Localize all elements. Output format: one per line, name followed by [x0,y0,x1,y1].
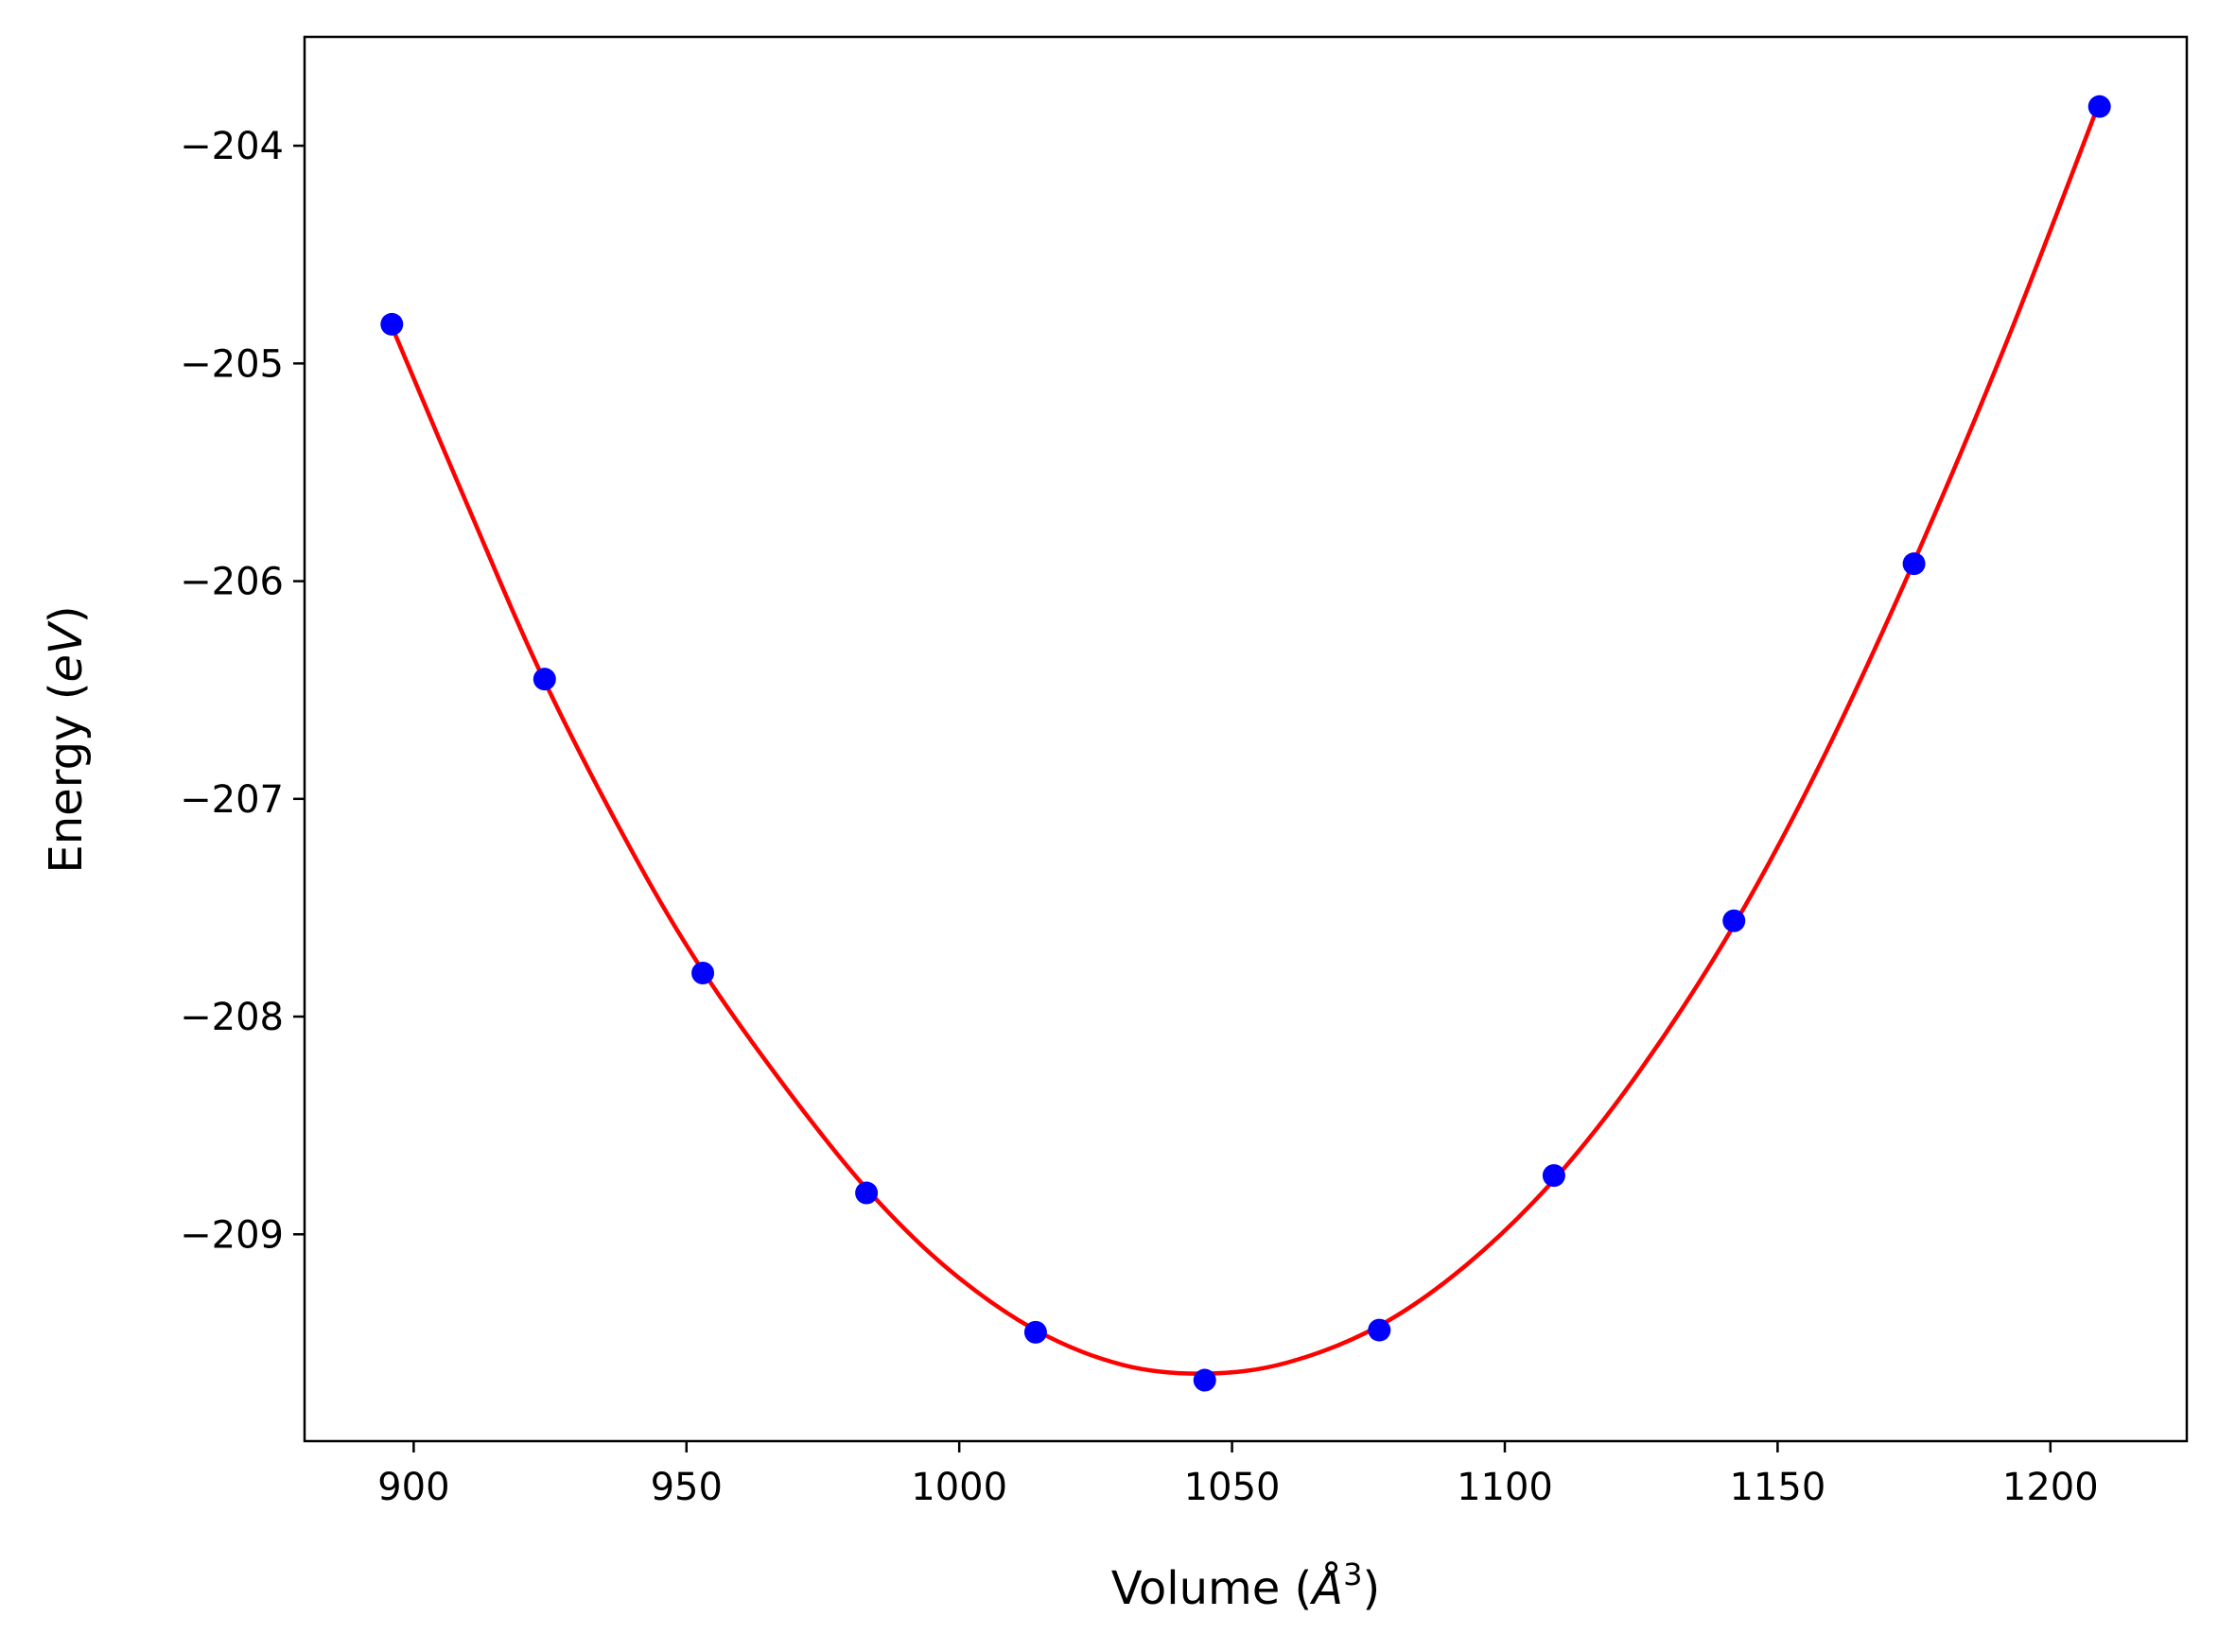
fit-curve [390,101,2102,1376]
x-tick-label: 1100 [1457,1466,1553,1509]
y-axis-label-symbol: eV [40,620,93,683]
x-axis-label-exponent: 3 [1343,1556,1362,1592]
plot-area [380,95,2111,1392]
x-axis-label-prefix: Volume ( [1111,1562,1313,1615]
x-tick-label: 950 [651,1466,723,1509]
data-point [2087,95,2111,118]
data-point [1193,1368,1216,1392]
data-point [1902,552,1926,576]
axes-frame [303,35,2189,1443]
y-axis-label: Energy (eV) [40,605,93,873]
data-point [533,668,556,691]
y-tick-label: −205 [180,342,284,386]
data-point [855,1181,879,1205]
y-axis-label-prefix: Energy ( [40,683,93,874]
x-tick-label: 900 [377,1466,449,1509]
y-tick-label: −207 [180,778,284,822]
y-axis-label-suffix: ) [40,605,93,623]
data-point [380,312,404,336]
data-point [1542,1164,1565,1188]
axes: 900 950 1000 1050 1100 1150 1200 −204 −205 −206 −2… [180,125,2099,1509]
y-tick-label: −206 [180,561,284,604]
x-axis-label-suffix: ) [1362,1562,1380,1615]
data-point [691,962,715,984]
x-axis-label-symbol: Å [1309,1561,1343,1615]
y-tick-label: −204 [180,125,284,168]
x-axis-label: Volume (Å3) [1111,1556,1380,1615]
y-tick-label: −209 [180,1213,284,1257]
y-tick-label: −208 [180,996,284,1039]
x-tick-label: 1200 [2002,1466,2099,1509]
x-tick-label: 1000 [911,1466,1007,1509]
data-point [1722,909,1746,932]
data-point [1023,1320,1047,1344]
x-tick-label: 1150 [1729,1466,1825,1509]
data-point [1368,1318,1391,1342]
x-tick-label: 1050 [1184,1466,1281,1509]
